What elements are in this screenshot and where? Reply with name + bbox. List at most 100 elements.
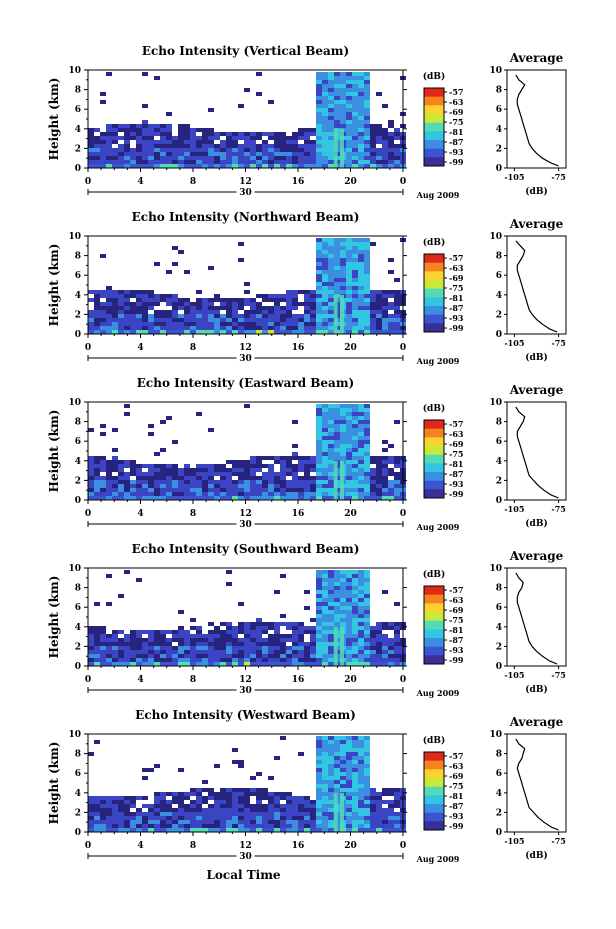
echo-cell	[358, 602, 364, 606]
echo-cell	[376, 626, 382, 630]
echo-cell	[364, 140, 370, 144]
echo-cell	[334, 736, 340, 740]
echo-cell	[190, 646, 196, 650]
echo-cell	[94, 306, 100, 310]
echo-cell	[328, 784, 334, 788]
echo-cell	[304, 626, 310, 630]
echo-cell	[394, 480, 400, 484]
echo-cell	[112, 824, 118, 828]
echo-cell	[160, 314, 166, 318]
echo-cell	[118, 654, 124, 658]
echo-cell	[310, 800, 316, 804]
echo-cell	[364, 294, 370, 298]
echo-cell	[304, 476, 310, 480]
echo-cell	[160, 812, 166, 816]
echo-cell	[328, 294, 334, 298]
echo-cell	[220, 658, 226, 662]
y-axis-title: Height (km)	[47, 244, 61, 327]
echo-cell	[250, 828, 256, 832]
echo-cell	[154, 484, 160, 488]
echo-cell	[322, 164, 328, 168]
echo-cell	[100, 804, 106, 808]
echo-cell	[130, 152, 136, 156]
echo-cell	[316, 582, 322, 586]
echo-cell	[382, 472, 388, 476]
echo-cell	[262, 788, 268, 792]
echo-cell	[268, 646, 274, 650]
echo-cell	[244, 468, 250, 472]
echo-cell	[382, 132, 388, 136]
echo-cell	[286, 160, 292, 164]
average-frame	[506, 733, 567, 833]
echo-cell	[220, 654, 226, 658]
echo-cell	[346, 804, 352, 808]
echo-cell	[232, 322, 238, 326]
echo-cell	[268, 306, 274, 310]
echo-cell	[262, 306, 268, 310]
echo-cell	[370, 456, 376, 460]
echo-cell	[226, 136, 232, 140]
echo-cell	[226, 148, 232, 152]
echo-cell	[94, 164, 100, 168]
echo-cell	[160, 448, 166, 452]
echo-cell	[376, 812, 382, 816]
echo-cell	[328, 614, 334, 618]
echo-cell	[298, 634, 304, 638]
echo-cell	[106, 148, 112, 152]
echo-cell	[256, 476, 262, 480]
y-tick-label: 8	[75, 252, 81, 262]
echo-cell	[364, 258, 370, 262]
echo-cell	[160, 638, 166, 642]
echo-cell	[124, 570, 130, 574]
colorbar-tick-label: -69	[449, 273, 464, 283]
echo-cell	[352, 148, 358, 152]
echo-cell	[178, 646, 184, 650]
echo-cell	[316, 808, 322, 812]
echo-cell	[202, 310, 208, 314]
echo-column	[333, 626, 338, 666]
echo-cell	[106, 492, 112, 496]
echo-cell	[358, 736, 364, 740]
echo-cell	[322, 764, 328, 768]
echo-cell	[352, 132, 358, 136]
echo-cell	[214, 164, 220, 168]
echo-cell	[94, 464, 100, 468]
echo-cell	[334, 602, 340, 606]
echo-cell	[202, 160, 208, 164]
echo-cell	[352, 290, 358, 294]
echo-cell	[298, 330, 304, 334]
echo-cell	[136, 290, 142, 294]
echo-cell	[376, 314, 382, 318]
echo-cell	[226, 804, 232, 808]
echo-cell	[280, 322, 286, 326]
echo-cell	[352, 658, 358, 662]
echo-cell	[322, 638, 328, 642]
echo-cell	[352, 768, 358, 772]
echo-cell	[142, 128, 148, 132]
echo-cell	[322, 310, 328, 314]
echo-cell	[304, 164, 310, 168]
echo-cell	[250, 144, 256, 148]
echo-cell	[328, 306, 334, 310]
echo-cell	[88, 314, 94, 318]
echo-cell	[208, 160, 214, 164]
echo-cell	[100, 492, 106, 496]
echo-cell	[244, 808, 250, 812]
echo-cell	[256, 804, 262, 808]
echo-cell	[328, 796, 334, 800]
echo-cell	[358, 622, 364, 626]
colorbar-segment	[424, 88, 444, 98]
echo-cell	[262, 654, 268, 658]
echo-cell	[364, 606, 370, 610]
echo-cell	[118, 464, 124, 468]
echo-cell	[328, 586, 334, 590]
echo-cell	[178, 132, 184, 136]
colorbar-unit: (dB)	[423, 237, 445, 248]
echo-cell	[346, 278, 352, 282]
echo-cell	[364, 642, 370, 646]
echo-cell	[262, 314, 268, 318]
echo-cell	[340, 570, 346, 574]
echo-cell	[256, 306, 262, 310]
echo-cell	[310, 642, 316, 646]
